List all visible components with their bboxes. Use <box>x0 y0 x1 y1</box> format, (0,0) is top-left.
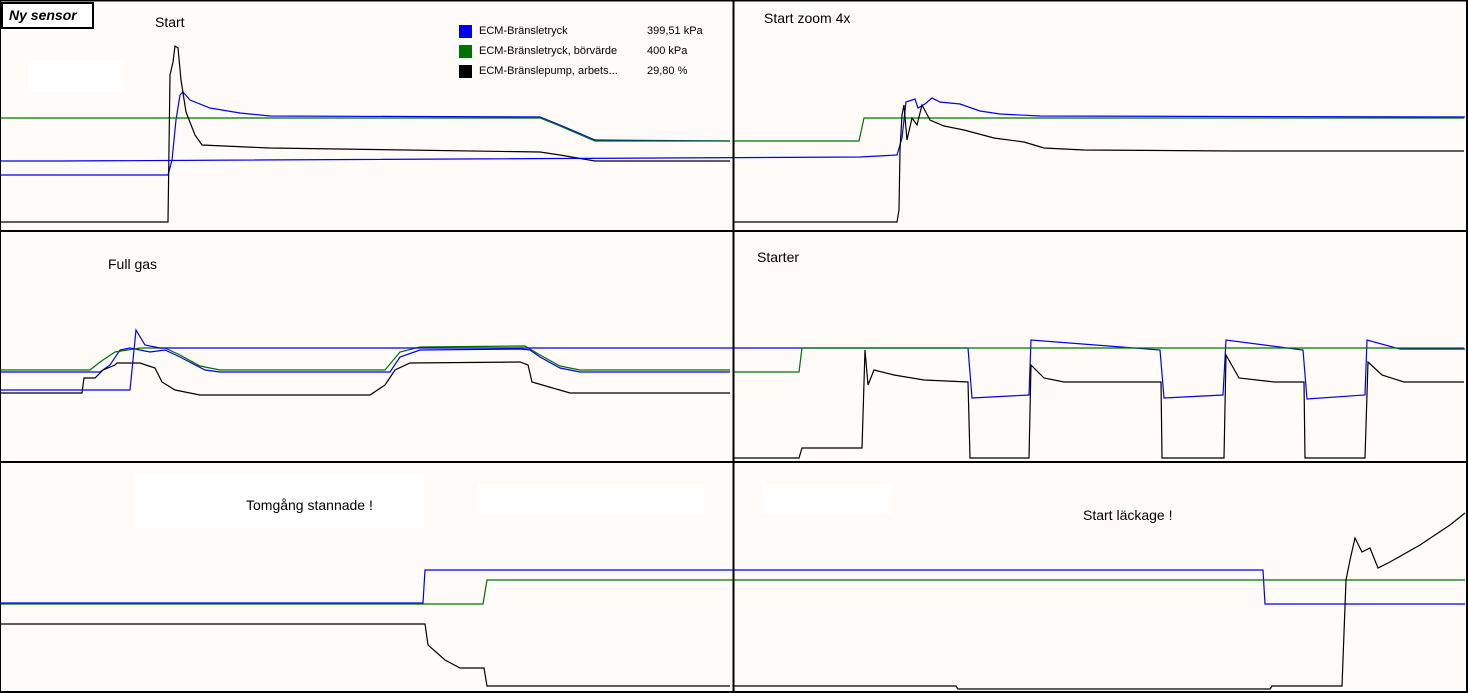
legend: ECM-Bränsletryck 399,51 kPa ECM-Bränslet… <box>452 22 720 82</box>
panel-title-tomgang: Tomgång stannade ! <box>246 497 373 513</box>
erased-area <box>478 484 704 514</box>
legend-value: 29,80 % <box>647 65 688 77</box>
series-line <box>0 569 1465 605</box>
legend-entry: ECM-Bränsletryck 399,51 kPa <box>452 22 720 42</box>
series-line <box>0 44 730 223</box>
panel-title-full-gas: Full gas <box>108 256 158 272</box>
series-line <box>0 347 730 373</box>
legend-swatch-blue <box>459 25 472 38</box>
legend-value: 400 kPa <box>647 45 688 57</box>
series-line <box>734 347 1464 373</box>
legend-label: ECM-Bränslepump, arbets... <box>479 65 618 77</box>
erased-area <box>134 474 424 528</box>
series-line <box>734 103 1464 223</box>
legend-entry: ECM-Bränsletryck, börvärde 400 kPa <box>452 42 720 62</box>
legend-swatch-black <box>459 65 472 78</box>
erased-area <box>762 484 892 514</box>
panel-title-start-zoom: Start zoom 4x <box>764 10 851 26</box>
legend-entry: ECM-Bränslepump, arbets... 29,80 % <box>452 62 720 82</box>
legend-label: ECM-Bränsletryck, börvärde <box>479 45 618 57</box>
series-line <box>0 345 730 371</box>
panel-title-start: Start <box>155 14 185 30</box>
legend-value: 399,51 kPa <box>647 25 703 37</box>
panel-title-starter: Starter <box>757 249 800 265</box>
legend-label: ECM-Bränsletryck <box>479 25 568 37</box>
series-line <box>734 512 1466 690</box>
series-line <box>0 361 730 396</box>
erased-area <box>28 60 124 92</box>
series-line <box>0 579 1465 605</box>
series-line <box>734 117 1464 142</box>
series-line <box>0 91 731 176</box>
series-line <box>734 349 1464 459</box>
panel-title-start-lackage: Start läckage ! <box>1083 507 1173 523</box>
sensor-badge: Ny sensor <box>1 2 94 29</box>
series-line <box>0 328 1465 400</box>
series-line <box>0 623 730 687</box>
series-line <box>0 117 730 142</box>
legend-swatch-green <box>459 45 472 58</box>
